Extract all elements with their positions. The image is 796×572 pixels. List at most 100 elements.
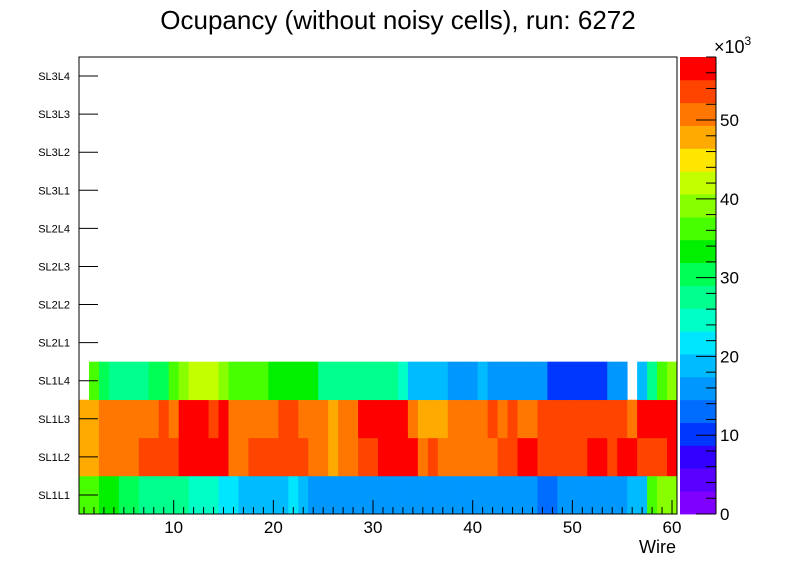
heatmap-cell [667,437,678,477]
heatmap-cell [407,361,419,401]
heatmap-cell [198,475,209,515]
color-bar-segment [680,445,716,469]
heatmap-cell [188,437,199,477]
heatmap-cell [338,475,349,515]
heatmap-cell [587,361,598,401]
heatmap-cell [547,361,558,401]
heatmap-cell [188,361,199,401]
heatmap-cell [218,475,229,515]
x-axis-label: Wire [639,537,676,557]
heatmap-cell [308,399,319,439]
heatmap-cell [98,399,110,439]
heatmap-cell [437,475,449,515]
color-bar-segment [680,57,716,81]
heatmap-cell [527,361,538,401]
heatmap-cell [467,399,479,439]
color-bar-segment [680,216,716,241]
color-bar-segment [680,285,716,309]
heatmap-cell [138,437,150,477]
heatmap-cell [218,437,229,477]
heatmap-cell [168,475,180,515]
color-bar-multiplier: ×103 [714,34,752,57]
heatmap-cell [338,361,349,401]
heatmap-cell [527,437,538,477]
heatmap-cell [547,475,558,515]
heatmap-cell [238,437,249,477]
heatmap-cell [577,475,588,515]
heatmap-cell [467,475,479,515]
z-tick-label: 40 [720,190,739,209]
heatmap-cell [527,475,538,515]
heatmap-cell [178,475,190,515]
heatmap-cell [288,475,299,515]
exponent-text: 3 [745,34,752,48]
heatmap-cell [387,399,399,439]
heatmap-cell [537,399,548,439]
heatmap-cell [118,475,130,515]
heatmap-cell [348,437,359,477]
heatmap-cell [108,399,120,439]
heatmap-cell [138,399,150,439]
heatmap-cell [98,437,110,477]
heatmap-cell [118,361,130,401]
heatmap-cell [258,399,269,439]
heatmap-cell [587,399,598,439]
heatmap-cell [238,475,249,515]
heatmap-cell [487,475,498,515]
heatmap-cell [258,475,269,515]
chart-title: Ocupancy (without noisy cells), run: 627… [160,5,635,35]
z-tick-label: 50 [720,111,739,130]
heatmap-cell [667,399,678,439]
x-tick-label: 30 [364,518,383,537]
heatmap-cell [378,361,389,401]
heatmap-cell [378,437,389,477]
heatmap-cell [328,399,339,439]
x-tick-label: 20 [264,518,283,537]
heatmap-cell [477,475,489,515]
heatmap-cell [487,399,498,439]
color-bar-segment [680,308,716,332]
y-axis: SL1L1 SL1L2 SL1L3 SL1L4 SL2L1 SL2L2 SL2L3 SL2L4… [38,71,98,502]
color-bar-segment [680,468,716,492]
heatmap-cell [427,361,439,401]
heatmap-cell [647,475,658,515]
heatmap-cell [567,361,578,401]
heatmap-cell [128,475,140,515]
heatmap-cell [507,361,518,401]
heatmap-cell [437,361,449,401]
color-bar-segment [680,171,716,195]
heatmap-cell [348,399,359,439]
heatmap-cell [497,399,508,439]
heatmap-cell [427,399,439,439]
heatmap-cell [348,361,359,401]
heatmap-cell [128,399,140,439]
heatmap-cell [507,475,518,515]
heatmap-cell [258,437,269,477]
heatmap-cell [358,399,369,439]
y-tick-label: SL1L2 [38,452,70,464]
color-bar-segment [680,148,716,172]
heatmap-cell [497,361,508,401]
heatmap-cell [298,437,309,477]
color-bar-segment [680,491,716,515]
heatmap-cell [328,437,339,477]
heatmap-cell [378,475,389,515]
heatmap-cell [617,475,628,515]
heatmap-cell [417,399,429,439]
heatmap-cell [358,361,369,401]
heatmap-cell [607,361,618,401]
heatmap-cell [268,399,279,439]
heatmap-cell [477,437,489,477]
heatmap-cell [537,361,548,401]
heatmap-cell [637,437,648,477]
heatmap-cell [637,475,648,515]
x-tick-label: 60 [663,518,682,537]
heatmap-cell [148,361,160,401]
heatmap-cell [188,399,199,439]
heatmap-cell [238,361,249,401]
heatmap-cell [178,361,190,401]
heatmap-cell [457,399,469,439]
y-tick-label: SL3L1 [38,185,70,197]
heatmap-cell [358,437,369,477]
heatmap-cell [497,437,508,477]
